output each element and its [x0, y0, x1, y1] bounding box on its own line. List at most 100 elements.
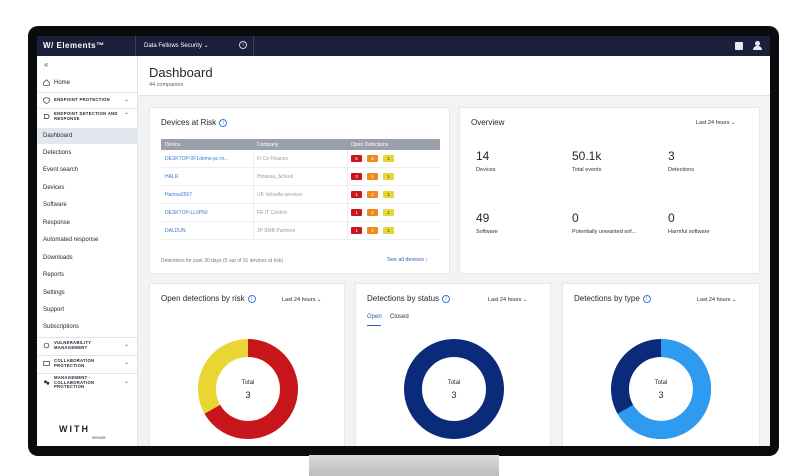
tab-closed[interactable]: Closed — [390, 314, 409, 320]
stat-label: Detections — [668, 167, 694, 173]
sidebar-item-settings[interactable]: Settings — [37, 285, 138, 302]
card-title-text: Detections by status — [367, 294, 440, 303]
monitor-frame: W/ Elements™ Data Fellows Security ⌄ i «… — [28, 26, 779, 456]
time-range-dropdown[interactable]: Last 24 hours ⌄ — [697, 297, 737, 303]
sidebar-item-dashboard[interactable]: Dashboard — [37, 128, 138, 144]
sidebar-item-reports[interactable]: Reports — [37, 267, 138, 284]
sidebar-item-home[interactable]: Home — [37, 76, 138, 90]
sidebar-section-management[interactable]: MANAGEMENT - COLLABORATION PROTECTION ⌄ — [37, 374, 138, 392]
stat-value: 50.1k — [572, 149, 602, 163]
time-range-dropdown[interactable]: Last 24 hours ⌄ — [696, 120, 736, 126]
time-range-dropdown[interactable]: Last 24 hours ⌄ — [488, 297, 528, 303]
topbar-divider — [135, 36, 136, 56]
sidebar-item-downloads[interactable]: Downloads — [37, 250, 138, 267]
sidebar-section-endpoint-protection[interactable]: ENDPOINT PROTECTION ⌄ — [37, 93, 138, 107]
low-count-badge: 1 — [383, 155, 394, 162]
tab-open[interactable]: Open — [367, 314, 382, 320]
device-link[interactable]: DALDUN — [165, 228, 186, 234]
stat-label: Potentially unwanted sof... — [572, 229, 637, 235]
type-donut-chart — [611, 339, 711, 439]
divider — [37, 108, 138, 109]
sidebar-item-subscriptions[interactable]: Subscriptions — [37, 319, 138, 336]
collapse-sidebar-icon[interactable]: « — [44, 60, 49, 69]
chevron-down-icon: ⌄ — [124, 379, 130, 385]
sidebar-section-collaboration[interactable]: COLLABORATION PROTECTION ⌄ — [37, 356, 138, 372]
table-row[interactable]: HALR Hinassa_School 3 1 1 — [161, 168, 440, 186]
company-cell: JP SMB Partners — [257, 228, 296, 234]
sidebar-item-event-search[interactable]: Event search — [37, 162, 138, 179]
company-cell: FE IT Control — [257, 210, 287, 216]
risk-donut-chart — [198, 339, 298, 439]
table-row[interactable]: DESKTOP-LL0P50 FE IT Control 1 1 1 — [161, 204, 440, 222]
sidebar-item-devices[interactable]: Devices — [37, 180, 138, 197]
device-link[interactable]: DESKTOP-LL0P50 — [165, 210, 208, 216]
stat-value: 3 — [668, 149, 675, 163]
sidebar-item-automated-response[interactable]: Automated response — [37, 232, 138, 249]
card-title: Detections by type i — [574, 294, 651, 303]
table-row[interactable]: Hamsa2567 UK Veloella services 1 2 1 — [161, 186, 440, 204]
management-icon — [44, 380, 50, 385]
high-count-badge: 1 — [351, 209, 362, 216]
medium-count-badge: 1 — [367, 227, 378, 234]
divider — [37, 355, 138, 356]
see-all-devices-link[interactable]: See all devices › — [387, 257, 427, 263]
active-tab-indicator — [367, 325, 381, 326]
sidebar-item-label: Event search — [43, 167, 79, 173]
home-icon — [43, 79, 50, 86]
medium-count-badge: 2 — [367, 191, 378, 198]
device-link[interactable]: DESKTOP-0F1demo-pc-m... — [165, 156, 229, 162]
company-cell: UK Veloella services — [257, 192, 303, 198]
donut-segment-open[interactable] — [404, 339, 504, 439]
user-icon[interactable] — [753, 41, 762, 50]
stat-label: Devices — [476, 167, 496, 173]
sidebar-item-label: Reports — [43, 272, 65, 278]
device-link[interactable]: HALR — [165, 174, 179, 180]
sidebar-item-support[interactable]: Support — [37, 302, 138, 319]
info-icon[interactable]: i — [442, 294, 451, 303]
top-bar: W/ Elements™ Data Fellows Security ⌄ i — [37, 36, 770, 56]
shield-icon — [43, 97, 50, 104]
card-title: Devices at Risk i — [161, 118, 228, 127]
detections-by-status-card: Detections by status i Last 24 hours ⌄ Op… — [355, 283, 551, 446]
stat-label: Total events — [572, 167, 602, 173]
sidebar-item-label: Subscriptions — [43, 324, 80, 330]
column-header-company[interactable]: Company — [257, 142, 279, 148]
column-header-device[interactable]: Device — [165, 142, 181, 148]
status-donut-chart — [404, 339, 504, 439]
sidebar-section-vulnerability[interactable]: VULNERABILITY MANAGEMENT ⌄ — [37, 338, 138, 354]
withsecure-logo: WITH — [59, 424, 90, 434]
time-range-dropdown[interactable]: Last 24 hours ⌄ — [282, 297, 322, 303]
device-link[interactable]: Hamsa2567 — [165, 192, 192, 198]
brand-logo[interactable]: W/ Elements™ — [43, 41, 105, 50]
column-header-open-detections[interactable]: Open Detections — [351, 142, 389, 148]
donut-segment-high[interactable] — [198, 339, 298, 439]
table-row[interactable]: DALDUN JP SMB Partners 1 1 1 — [161, 222, 440, 240]
chevron-right-icon: › — [425, 257, 428, 263]
sidebar-section-edr[interactable]: ENDPOINT DETECTION AND RESPONSE ⌃ — [37, 109, 138, 125]
withsecure-logo-sub: secure — [92, 435, 106, 440]
organization-selector[interactable]: Data Fellows Security ⌄ — [144, 43, 209, 49]
book-icon[interactable] — [735, 42, 743, 50]
sidebar-section-label: COLLABORATION PROTECTION — [54, 358, 95, 368]
page-title: Dashboard — [149, 65, 213, 80]
donut-segment-type-b[interactable] — [611, 339, 711, 439]
card-title-text: Detections by type — [574, 294, 640, 303]
info-icon[interactable]: i — [247, 294, 256, 303]
high-count-badge: 1 — [351, 227, 362, 234]
sidebar-item-response[interactable]: Response — [37, 215, 138, 232]
info-icon[interactable]: i — [219, 118, 228, 127]
info-icon[interactable]: i — [642, 294, 651, 303]
sidebar: « Home ENDPOINT PROTECTION ⌄ ENDPOINT DE… — [37, 56, 138, 446]
low-count-badge: 1 — [383, 209, 394, 216]
sidebar-item-detections[interactable]: Detections — [37, 145, 138, 162]
donut-total-label: Total — [447, 380, 461, 386]
sidebar-item-software[interactable]: Software — [37, 197, 138, 214]
info-icon[interactable]: i — [239, 41, 247, 49]
sidebar-item-label: Support — [43, 307, 65, 313]
company-cell: Fi Co Finance — [257, 156, 289, 162]
sidebar-item-label: Home — [54, 80, 71, 86]
high-count-badge: 1 — [351, 191, 362, 198]
low-count-badge: 1 — [383, 191, 394, 198]
card-title-text: Devices at Risk — [161, 118, 217, 127]
table-row[interactable]: DESKTOP-0F1demo-pc-m... Fi Co Finance 6 … — [161, 150, 440, 168]
